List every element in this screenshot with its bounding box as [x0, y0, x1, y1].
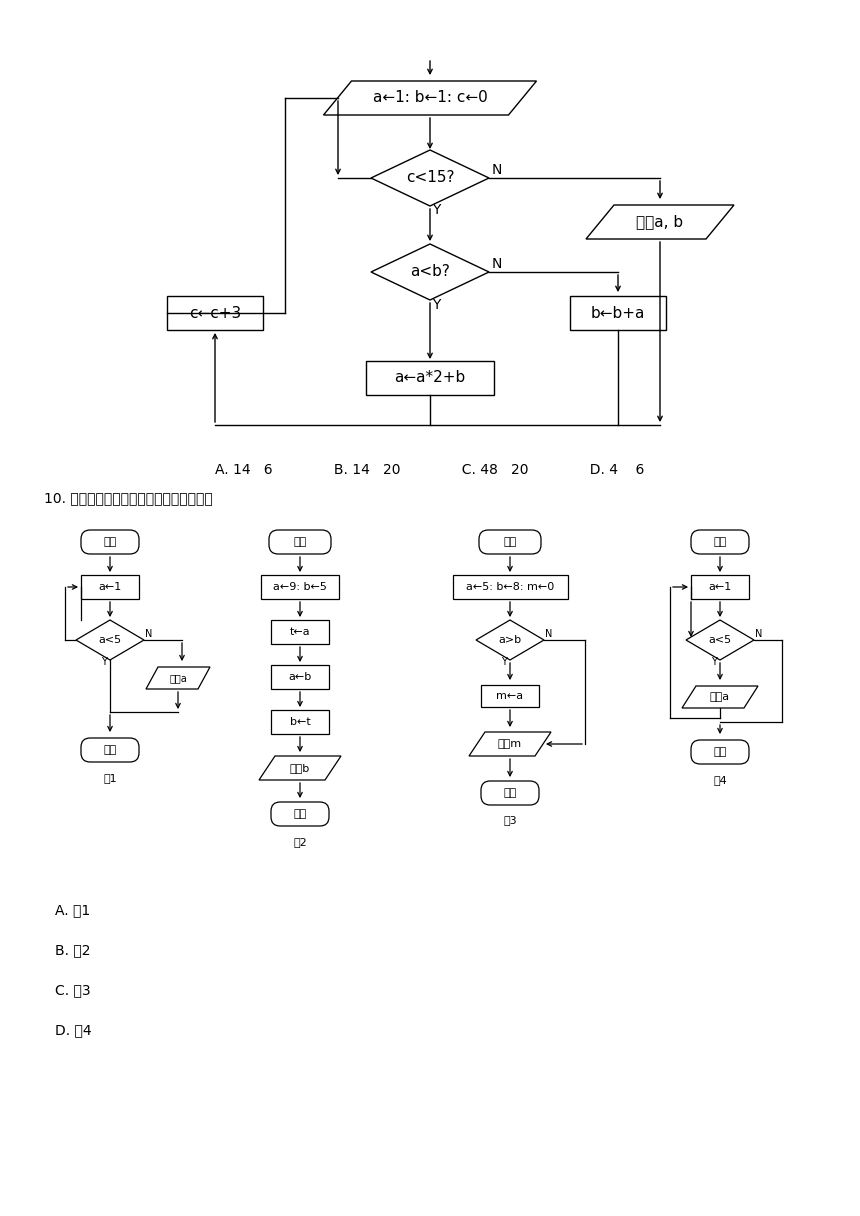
- FancyBboxPatch shape: [271, 665, 329, 689]
- Text: 开始: 开始: [293, 537, 307, 547]
- Text: Y: Y: [501, 657, 507, 668]
- Text: N: N: [492, 257, 502, 271]
- Polygon shape: [586, 206, 734, 240]
- Text: Y: Y: [101, 657, 107, 668]
- Text: a←9: b←5: a←9: b←5: [273, 582, 327, 592]
- FancyBboxPatch shape: [261, 575, 339, 599]
- Text: 开始: 开始: [103, 537, 117, 547]
- FancyBboxPatch shape: [691, 530, 749, 554]
- Text: Y: Y: [432, 203, 440, 216]
- FancyBboxPatch shape: [691, 741, 749, 764]
- Polygon shape: [76, 620, 144, 660]
- Text: 图3: 图3: [503, 815, 517, 824]
- Polygon shape: [323, 81, 537, 116]
- FancyBboxPatch shape: [81, 530, 139, 554]
- FancyBboxPatch shape: [81, 738, 139, 762]
- Text: 输出a, b: 输出a, b: [636, 214, 684, 230]
- Text: a←5: b←8: m←0: a←5: b←8: m←0: [466, 582, 554, 592]
- Polygon shape: [259, 756, 341, 779]
- Text: c←c+3: c←c+3: [189, 305, 241, 321]
- Text: A. 图1: A. 图1: [55, 903, 90, 917]
- FancyBboxPatch shape: [452, 575, 568, 599]
- Text: c<15?: c<15?: [406, 170, 454, 186]
- FancyBboxPatch shape: [81, 575, 139, 599]
- Text: 结束: 结束: [714, 747, 727, 758]
- Text: 结束: 结束: [293, 809, 307, 820]
- Text: Y: Y: [711, 657, 717, 668]
- FancyBboxPatch shape: [479, 530, 541, 554]
- Text: N: N: [145, 629, 153, 638]
- Text: Y: Y: [432, 298, 440, 313]
- FancyBboxPatch shape: [481, 781, 539, 805]
- Text: 输出m: 输出m: [498, 739, 522, 749]
- Polygon shape: [476, 620, 544, 660]
- Text: 输出a: 输出a: [169, 672, 187, 683]
- Text: 开始: 开始: [714, 537, 727, 547]
- Text: B. 图2: B. 图2: [55, 942, 90, 957]
- Text: 结束: 结束: [103, 745, 117, 755]
- Text: 输入a: 输入a: [710, 692, 730, 702]
- Text: m←a: m←a: [496, 691, 524, 700]
- Text: a←a*2+b: a←a*2+b: [395, 371, 465, 385]
- FancyBboxPatch shape: [269, 530, 331, 554]
- Text: A. 14   6              B. 14   20              C. 48   20              D. 4    6: A. 14 6 B. 14 20 C. 48 20 D. 4 6: [215, 463, 645, 477]
- Polygon shape: [682, 686, 758, 708]
- FancyBboxPatch shape: [570, 295, 666, 330]
- Text: 图4: 图4: [713, 775, 727, 786]
- Text: a←1: a←1: [98, 582, 121, 592]
- Text: a<5: a<5: [709, 635, 732, 644]
- Polygon shape: [686, 620, 754, 660]
- Text: N: N: [755, 629, 763, 638]
- Text: b←b+a: b←b+a: [591, 305, 645, 321]
- Text: a>b: a>b: [499, 635, 521, 644]
- Text: 输出b: 输出b: [290, 762, 310, 773]
- Polygon shape: [469, 732, 551, 756]
- Text: N: N: [492, 163, 502, 178]
- Text: a←1: a←1: [709, 582, 732, 592]
- Text: N: N: [545, 629, 553, 638]
- FancyBboxPatch shape: [271, 710, 329, 734]
- FancyBboxPatch shape: [481, 685, 539, 706]
- Text: 结束: 结束: [503, 788, 517, 798]
- Text: C. 图3: C. 图3: [55, 983, 90, 997]
- FancyBboxPatch shape: [271, 620, 329, 644]
- Text: 图1: 图1: [103, 773, 117, 783]
- Text: 开始: 开始: [503, 537, 517, 547]
- Polygon shape: [146, 668, 210, 689]
- FancyBboxPatch shape: [167, 295, 263, 330]
- Text: a<b?: a<b?: [410, 265, 450, 280]
- Text: a<5: a<5: [98, 635, 121, 644]
- FancyBboxPatch shape: [366, 361, 494, 395]
- FancyBboxPatch shape: [691, 575, 749, 599]
- Text: t←a: t←a: [290, 627, 310, 637]
- Text: 图2: 图2: [293, 837, 307, 848]
- Text: a←b: a←b: [288, 672, 311, 682]
- Polygon shape: [371, 244, 489, 300]
- FancyBboxPatch shape: [271, 803, 329, 826]
- Polygon shape: [371, 150, 489, 206]
- Text: D. 图4: D. 图4: [55, 1023, 92, 1037]
- Text: b←t: b←t: [290, 717, 310, 727]
- Text: a←1: b←1: c←0: a←1: b←1: c←0: [372, 90, 488, 106]
- Text: 10. 下列用流程图描述的算法中，正确的是: 10. 下列用流程图描述的算法中，正确的是: [44, 491, 212, 505]
